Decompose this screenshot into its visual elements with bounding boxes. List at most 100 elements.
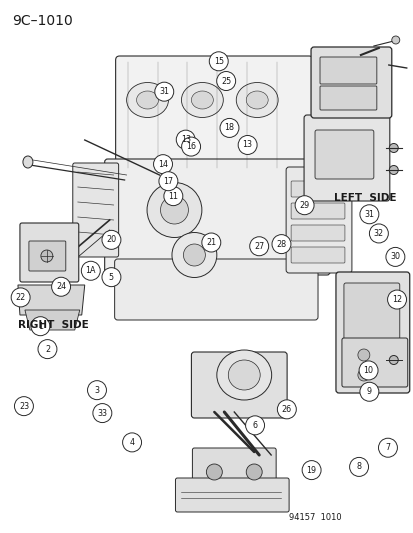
Circle shape	[164, 187, 183, 206]
Text: 12: 12	[391, 295, 401, 304]
Ellipse shape	[236, 83, 278, 117]
Circle shape	[359, 205, 378, 224]
FancyBboxPatch shape	[310, 47, 391, 118]
FancyBboxPatch shape	[104, 159, 329, 275]
FancyBboxPatch shape	[290, 181, 344, 197]
Circle shape	[31, 317, 50, 336]
FancyBboxPatch shape	[290, 247, 344, 263]
Text: 28: 28	[276, 240, 286, 248]
Ellipse shape	[391, 36, 399, 44]
Circle shape	[301, 461, 320, 480]
Text: 19: 19	[306, 466, 316, 474]
FancyBboxPatch shape	[73, 163, 119, 257]
Ellipse shape	[171, 232, 216, 278]
FancyBboxPatch shape	[115, 56, 312, 174]
Circle shape	[387, 290, 406, 309]
Circle shape	[219, 118, 238, 138]
Text: 20: 20	[106, 236, 116, 244]
Circle shape	[294, 196, 313, 215]
Circle shape	[38, 340, 57, 359]
FancyBboxPatch shape	[114, 259, 317, 320]
Circle shape	[209, 52, 228, 71]
Circle shape	[237, 135, 256, 155]
Text: 15: 15	[213, 57, 223, 66]
Circle shape	[216, 71, 235, 91]
Ellipse shape	[126, 83, 168, 117]
Text: 1A: 1A	[85, 266, 96, 275]
Text: 33: 33	[97, 409, 107, 417]
Text: 23: 23	[19, 402, 29, 410]
Text: 18: 18	[224, 124, 234, 132]
Text: 7: 7	[385, 443, 389, 452]
Circle shape	[14, 397, 33, 416]
Text: 10: 10	[363, 366, 373, 375]
Circle shape	[181, 137, 200, 156]
FancyBboxPatch shape	[29, 241, 66, 271]
Ellipse shape	[183, 244, 205, 266]
Circle shape	[358, 361, 377, 380]
Circle shape	[206, 464, 222, 480]
Ellipse shape	[246, 91, 268, 109]
Circle shape	[81, 261, 100, 280]
Circle shape	[249, 237, 268, 256]
Ellipse shape	[228, 360, 259, 390]
Text: RIGHT  SIDE: RIGHT SIDE	[18, 320, 88, 330]
Circle shape	[357, 369, 369, 381]
Circle shape	[359, 382, 378, 401]
Circle shape	[202, 233, 220, 252]
Circle shape	[11, 288, 30, 307]
Text: 21: 21	[206, 238, 216, 247]
Polygon shape	[18, 285, 85, 315]
Polygon shape	[25, 310, 80, 330]
Circle shape	[122, 433, 141, 452]
Text: 3: 3	[94, 386, 99, 394]
Ellipse shape	[23, 156, 33, 168]
FancyBboxPatch shape	[319, 57, 376, 84]
Ellipse shape	[41, 250, 53, 262]
Circle shape	[102, 230, 121, 249]
FancyBboxPatch shape	[303, 115, 389, 201]
Ellipse shape	[388, 143, 397, 152]
Circle shape	[246, 464, 261, 480]
Text: LEFT  SIDE: LEFT SIDE	[333, 193, 396, 203]
Text: 2: 2	[45, 345, 50, 353]
Text: 13: 13	[180, 135, 190, 144]
Text: 25: 25	[221, 77, 231, 85]
FancyBboxPatch shape	[285, 167, 351, 273]
FancyBboxPatch shape	[175, 478, 288, 512]
Text: 17: 17	[163, 177, 173, 185]
Text: 32: 32	[373, 229, 383, 238]
Text: 1: 1	[38, 322, 43, 330]
Circle shape	[153, 155, 172, 174]
Text: 31: 31	[363, 210, 373, 219]
Text: 16: 16	[185, 142, 196, 151]
Ellipse shape	[388, 356, 397, 365]
Circle shape	[176, 130, 195, 149]
Circle shape	[368, 224, 387, 243]
Circle shape	[385, 247, 404, 266]
FancyBboxPatch shape	[341, 338, 407, 387]
FancyBboxPatch shape	[343, 283, 399, 342]
Circle shape	[154, 82, 173, 101]
Ellipse shape	[216, 350, 271, 400]
Circle shape	[52, 277, 70, 296]
Ellipse shape	[191, 91, 213, 109]
Text: 9: 9	[366, 387, 371, 396]
Text: 14: 14	[158, 160, 168, 168]
Text: 11: 11	[168, 192, 178, 200]
Circle shape	[349, 457, 368, 477]
FancyBboxPatch shape	[290, 225, 344, 241]
Text: 27: 27	[254, 242, 263, 251]
Text: 29: 29	[299, 201, 309, 209]
Circle shape	[357, 349, 369, 361]
Text: 26: 26	[281, 405, 291, 414]
FancyBboxPatch shape	[20, 223, 78, 282]
Text: 24: 24	[56, 282, 66, 291]
Circle shape	[87, 381, 106, 400]
Text: 94157  1010: 94157 1010	[288, 513, 341, 522]
Circle shape	[245, 416, 264, 435]
Circle shape	[377, 438, 396, 457]
Text: 9C–1010: 9C–1010	[12, 14, 73, 28]
Text: 6: 6	[252, 421, 257, 430]
Circle shape	[277, 400, 296, 419]
